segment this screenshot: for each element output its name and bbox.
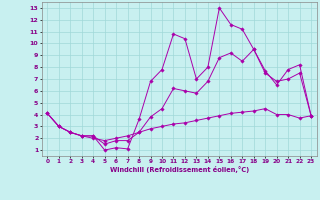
X-axis label: Windchill (Refroidissement éolien,°C): Windchill (Refroidissement éolien,°C)	[109, 166, 249, 173]
